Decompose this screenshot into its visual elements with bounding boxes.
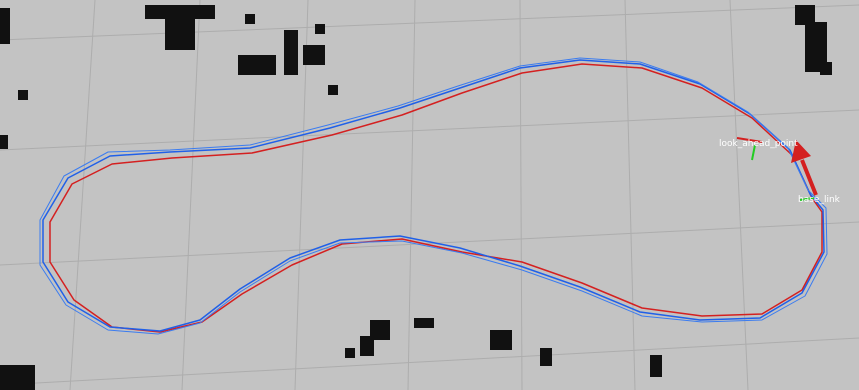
obstacle — [345, 348, 355, 358]
frame-label: base_link — [798, 195, 841, 205]
obstacle — [165, 18, 195, 50]
obstacle — [238, 55, 276, 75]
obstacle — [540, 348, 552, 366]
obstacle — [315, 24, 325, 34]
obstacle — [820, 62, 832, 75]
obstacle — [360, 336, 374, 356]
obstacle — [145, 5, 215, 19]
obstacle — [18, 90, 28, 100]
obstacle — [490, 330, 512, 350]
obstacle — [328, 85, 338, 95]
page: look_ahead_point base_link (() => { cons… — [0, 0, 859, 390]
obstacle — [414, 318, 434, 328]
obstacle — [245, 14, 255, 24]
obstacle — [0, 135, 8, 149]
obstacle — [303, 45, 325, 65]
obstacle — [0, 365, 35, 390]
frame-label: look_ahead_point — [719, 139, 798, 149]
obstacle — [650, 355, 662, 377]
map-view: look_ahead_point base_link — [0, 0, 859, 390]
obstacle — [284, 30, 298, 75]
obstacle — [0, 8, 10, 44]
